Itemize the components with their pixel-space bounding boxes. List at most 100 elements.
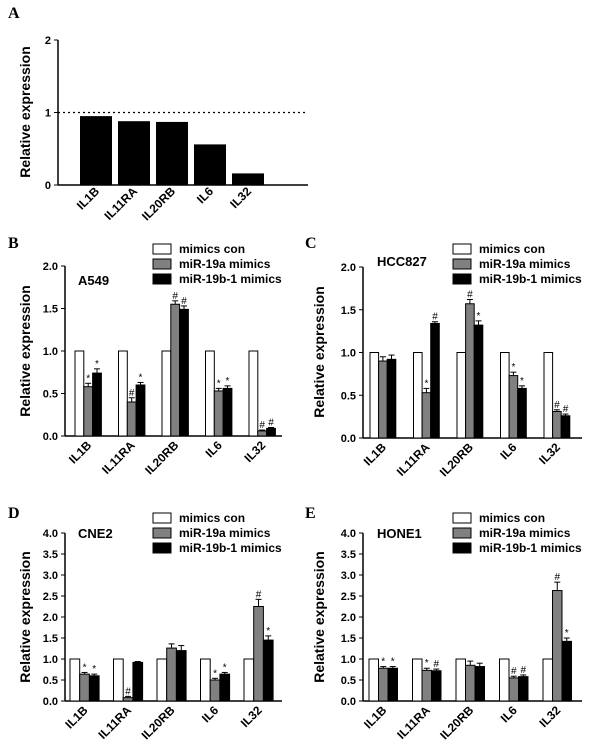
legend-swatch-1 (152, 512, 172, 524)
y-tick-label: 1.5 (341, 305, 356, 317)
bar-1 (156, 658, 168, 702)
bar-2 (122, 697, 134, 702)
bar-2 (170, 303, 181, 437)
y-tick-label: 2.0 (341, 612, 356, 624)
bar-1 (368, 658, 379, 702)
bar-3 (561, 640, 572, 702)
legend-swatch-1 (452, 512, 472, 524)
legend-swatch-2 (152, 258, 172, 270)
y-tick-label: 3.5 (341, 549, 356, 561)
significance-star: * (520, 376, 524, 387)
y-tick-label: 2.5 (43, 591, 58, 603)
legend-swatch-3 (452, 542, 472, 554)
bar-2 (465, 303, 475, 439)
y-tick-label: 1.5 (341, 633, 356, 645)
x-tick-label: IL6 (199, 703, 221, 725)
bar (80, 116, 112, 185)
significance-star: * (477, 311, 481, 322)
x-tick-label: IL1B (361, 703, 390, 732)
significance-hash: # (554, 400, 560, 411)
y-tick-label: 2.0 (341, 262, 356, 274)
x-tick-label: IL32 (536, 703, 563, 730)
bar-2 (253, 606, 264, 702)
bar-3 (560, 415, 571, 439)
y-tick-label: 2.0 (43, 612, 58, 624)
x-tick-label: IL32 (238, 703, 265, 730)
panel-e: E Relative expression 0.0 0.5 1.0 1.5 2.0 2.5 3.… (305, 505, 582, 742)
bar-1 (243, 658, 255, 702)
bar-1 (413, 352, 423, 439)
bar-3 (473, 324, 484, 439)
x-tick-label: IL11RA (394, 440, 433, 479)
x-tick-label: IL1B (62, 703, 91, 732)
significance-hash: # (129, 388, 135, 399)
bar-1 (369, 352, 380, 439)
x-tick-label: IL1B (74, 184, 103, 213)
bar (194, 144, 226, 185)
bar-3 (219, 673, 231, 702)
x-tick-label: IL20RB (139, 184, 178, 223)
bar-3 (88, 675, 100, 702)
significance-star: * (139, 372, 143, 383)
y-tick-label: 0.5 (341, 675, 356, 687)
x-tick-label: IL6 (194, 184, 216, 206)
significance-hash: # (172, 291, 178, 302)
legend-label: miR-19b-1 mimics (179, 272, 282, 286)
bar-2 (465, 664, 476, 702)
y-tick-label: 2.0 (43, 261, 58, 273)
bar-3 (135, 384, 146, 437)
bar-1 (200, 658, 211, 702)
panel-letter: C (305, 235, 317, 252)
significance-hash: # (432, 312, 438, 323)
x-tick-label: IL11RA (96, 703, 135, 742)
bar-2 (508, 677, 519, 702)
legend-label: miR-19a mimics (479, 526, 571, 540)
x-tick-label: IL1B (66, 438, 95, 467)
y-tick-label: 0.5 (43, 389, 58, 401)
y-axis-title: Relative expression (311, 551, 327, 683)
bar-3 (430, 322, 440, 439)
bar-3 (132, 661, 144, 702)
legend-swatch-3 (452, 273, 472, 285)
x-tick-label: IL20RB (437, 440, 476, 479)
y-tick-label: 0 (45, 180, 51, 192)
significance-star: * (213, 668, 217, 679)
significance-star: * (424, 378, 428, 389)
y-tick-label: 1.0 (341, 348, 356, 360)
y-axis-title: Relative expression (311, 286, 327, 418)
cell-line-label: HONE1 (377, 526, 422, 541)
x-tick-label: IL20RB (139, 703, 178, 742)
significance-star: * (391, 657, 395, 668)
panel-letter: B (8, 235, 19, 252)
panel-d: D Relative expression 0.0 0.5 1.0 1.5 2.0 2.5 3.… (8, 505, 282, 742)
bar-1 (456, 352, 467, 439)
significance-star: * (266, 626, 270, 637)
bar-3 (474, 666, 485, 702)
bar-2 (421, 669, 432, 702)
bar-2 (378, 360, 388, 439)
y-tick-label: 1.0 (43, 654, 58, 666)
bar-3 (92, 372, 102, 437)
significance-hash: # (554, 572, 560, 583)
x-tick-label: IL11RA (394, 703, 433, 742)
x-tick-label: IL20RB (142, 438, 181, 477)
bar-2 (378, 667, 389, 702)
bar-1 (74, 350, 85, 437)
y-tick-label: 0.5 (43, 675, 58, 687)
significance-star: * (425, 658, 429, 669)
y-tick-label: 4.0 (43, 528, 58, 540)
significance-hash: # (520, 665, 526, 676)
bar-2 (257, 430, 268, 437)
significance-hash: # (511, 666, 517, 677)
y-tick-label: 0.0 (341, 696, 356, 708)
bar-2 (79, 673, 90, 702)
significance-hash: # (433, 659, 439, 670)
bar-3 (431, 670, 442, 702)
bar-2 (508, 375, 519, 439)
significance-hash: # (268, 418, 274, 429)
legend-swatch-2 (452, 258, 472, 270)
